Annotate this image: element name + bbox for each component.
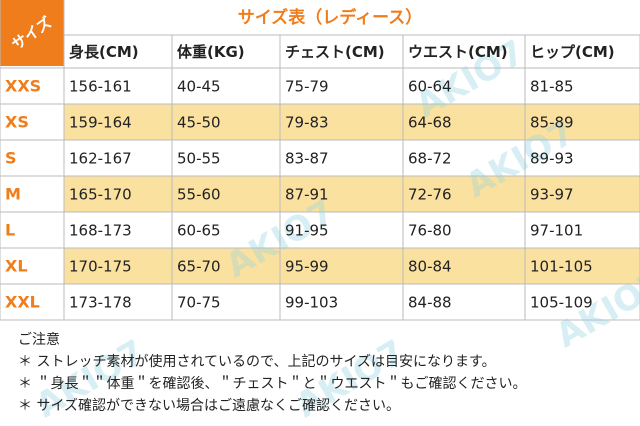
cell: 70-75 [177, 294, 221, 312]
cell: 45-50 [177, 114, 221, 132]
cell: 60-65 [177, 222, 221, 240]
cell: 60-64 [408, 78, 452, 96]
cell: 75-79 [285, 78, 329, 96]
column-header: 身長(CM) [69, 43, 139, 61]
cell: 50-55 [177, 150, 221, 168]
notes-title: ご注意 [18, 331, 60, 348]
cell: 80-84 [408, 258, 452, 276]
column-header: ヒップ(CM) [530, 43, 615, 61]
cell: 159-164 [69, 114, 132, 132]
cell: 170-175 [69, 258, 132, 276]
column-header: ウエスト(CM) [408, 43, 508, 61]
table-grid [0, 0, 640, 321]
row-highlight [64, 176, 640, 212]
cell: 168-173 [69, 222, 132, 240]
cell: 165-170 [69, 186, 132, 204]
note: ＊ ストレッチ素材が使用されているので、上記のサイズは目安になります。 [18, 353, 496, 370]
cell: 79-83 [285, 114, 329, 132]
note: ＊ サイズ確認ができない場合はご遠慮なくご確認ください。 [18, 398, 400, 414]
row-highlight [64, 248, 640, 284]
size-label: XXS [5, 77, 41, 96]
cell: 105-109 [530, 294, 593, 312]
note: ＊ ＂身長＂＂体重＂を確認後、＂チェスト＂と＂ウエスト＂もご確認ください。 [18, 376, 526, 392]
size-label: M [5, 185, 21, 204]
cell: 173-178 [69, 294, 132, 312]
cell: 87-91 [285, 186, 329, 204]
row-highlight [64, 104, 640, 140]
cell: 65-70 [177, 258, 221, 276]
cell: 99-103 [285, 294, 338, 312]
cell: 40-45 [177, 78, 221, 96]
size-label: XS [5, 113, 29, 132]
cell: 81-85 [530, 78, 574, 96]
size-label: S [5, 149, 17, 168]
column-header: 体重(KG) [177, 43, 245, 61]
table-title: サイズ表（レディース） [238, 7, 422, 28]
cell: 156-161 [69, 78, 132, 96]
size-label: L [5, 221, 15, 240]
cell: 68-72 [408, 150, 452, 168]
cell: 89-93 [530, 150, 574, 168]
cell: 72-76 [408, 186, 452, 204]
cell: 95-99 [285, 258, 329, 276]
cell: 76-80 [408, 222, 452, 240]
cell: 97-101 [530, 222, 583, 240]
column-header: チェスト(CM) [285, 43, 385, 61]
cell: 83-87 [285, 150, 329, 168]
cell: 162-167 [69, 150, 132, 168]
cell: 101-105 [530, 258, 593, 276]
size-label: XXL [5, 293, 40, 312]
cell: 91-95 [285, 222, 329, 240]
cell: 85-89 [530, 114, 574, 132]
size-label: XL [5, 257, 28, 276]
cell: 55-60 [177, 186, 221, 204]
corner-cell [0, 0, 64, 66]
cell: 93-97 [530, 186, 574, 204]
cell: 84-88 [408, 294, 452, 312]
cell: 64-68 [408, 114, 452, 132]
